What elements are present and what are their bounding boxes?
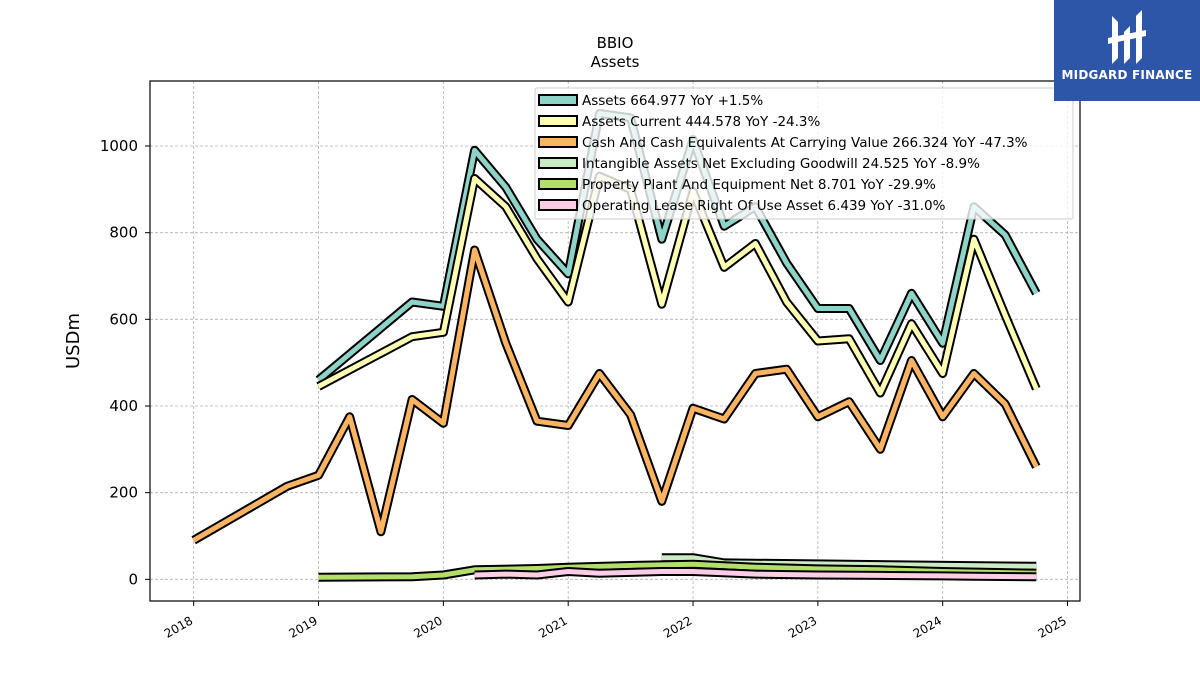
y-tick-label: 1000: [100, 137, 138, 155]
legend-swatch: [538, 157, 578, 169]
chart-title: BBIO: [597, 34, 634, 52]
y-tick-label: 0: [128, 570, 138, 588]
legend-swatch: [538, 199, 578, 211]
series-operating-lease-right-of-use-asset: [474, 567, 1037, 582]
plot-frame: [149, 80, 1081, 602]
legend-entry: Assets 664.977 YoY +1.5%: [582, 93, 763, 109]
y-tick-label: 400: [109, 397, 138, 415]
legend-entry: Cash And Cash Equivalents At Carrying Va…: [582, 135, 1028, 151]
legend-swatch: [538, 94, 578, 106]
series-line: [474, 569, 1037, 580]
legend-entry: Intangible Assets Net Excluding Goodwill…: [582, 156, 980, 172]
y-axis-label: USDm: [63, 313, 84, 369]
series-assets-current: [316, 171, 1041, 398]
legend: Assets 664.977 YoY +1.5% Assets Current 4…: [534, 87, 1074, 220]
x-tick-label: 2023: [786, 613, 819, 640]
legend-box: [534, 87, 1074, 220]
legend-swatch: [538, 178, 578, 190]
series-line: [661, 555, 1037, 569]
legend-swatch: [538, 115, 578, 127]
y-tick-label: 200: [109, 484, 138, 502]
series-line: [318, 561, 1037, 580]
series-cash-and-cash-equivalents-at-carrying-value: [191, 245, 1041, 545]
series-intangible-assets-net-excluding-goodwill: [661, 553, 1037, 571]
series-property-plant-and-equipment-net: [318, 559, 1037, 582]
y-ticks: 0 200 400 600 800 1000: [100, 137, 150, 588]
x-tick-label: 2025: [1036, 613, 1069, 640]
x-ticks: 2018 2019 2020 2021 2022 2023 2024 2025: [162, 601, 1069, 641]
legend-entry: Operating Lease Right Of Use Asset 6.439…: [582, 198, 946, 214]
legend-entry: Assets Current 444.578 YoY -24.3%: [582, 114, 821, 130]
logo-mark-icon: [1108, 10, 1146, 64]
x-tick-label: 2020: [411, 613, 444, 640]
chart-subtitle: Assets: [591, 53, 640, 71]
legend-swatch: [538, 136, 578, 148]
y-tick-label: 800: [109, 224, 138, 242]
x-tick-label: 2024: [911, 613, 944, 640]
legend-entry: Property Plant And Equipment Net 8.701 Y…: [582, 177, 936, 193]
brand-name: MIDGARD FINANCE: [1061, 68, 1193, 82]
x-tick-label: 2021: [536, 613, 569, 640]
series-line: [317, 173, 1039, 396]
x-tick-label: 2019: [287, 613, 320, 640]
x-tick-label: 2018: [162, 613, 195, 640]
x-tick-label: 2022: [661, 613, 694, 640]
series-line: [192, 247, 1039, 543]
y-tick-label: 600: [109, 310, 138, 328]
brand-logo: MIDGARD FINANCE: [1054, 0, 1200, 101]
